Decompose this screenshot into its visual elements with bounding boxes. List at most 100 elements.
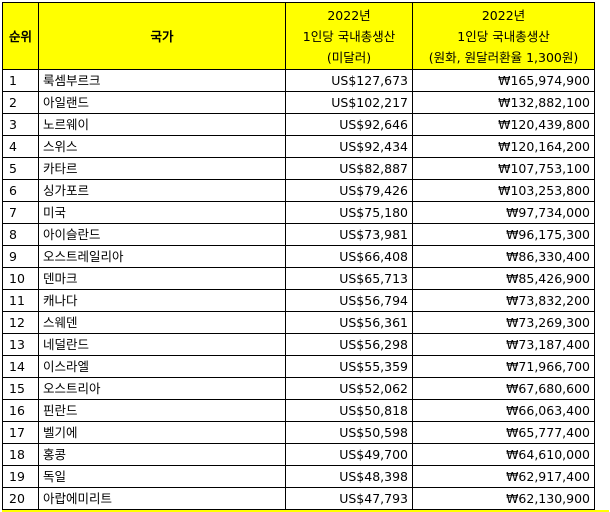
usd-cell[interactable]: US$127,673	[285, 69, 413, 92]
country-cell[interactable]: 오스트리아	[38, 377, 286, 400]
krw-cell[interactable]: ₩96,175,300	[412, 223, 595, 246]
country-cell[interactable]: 카타르	[38, 157, 286, 180]
rank-cell[interactable]: 16	[2, 399, 39, 422]
table-row: 14 이스라엘 US$55,359 ₩71,966,700	[2, 355, 595, 378]
rank-cell[interactable]: 19	[2, 465, 39, 488]
usd-cell[interactable]: US$56,361	[285, 311, 413, 334]
header-krw[interactable]: 2022년 1인당 국내총생산 (원화, 원달러환율 1,300원)	[412, 2, 595, 70]
country-cell[interactable]: 스웨덴	[38, 311, 286, 334]
rank-cell[interactable]: 6	[2, 179, 39, 202]
rank-cell[interactable]: 10	[2, 267, 39, 290]
table-row: 10 덴마크 US$65,713 ₩85,426,900	[2, 267, 595, 290]
usd-cell[interactable]: US$56,298	[285, 333, 413, 356]
country-cell[interactable]: 이스라엘	[38, 355, 286, 378]
krw-cell[interactable]: ₩73,832,200	[412, 289, 595, 312]
usd-cell[interactable]: US$55,359	[285, 355, 413, 378]
krw-cell[interactable]: ₩132,882,100	[412, 91, 595, 114]
rank-cell[interactable]: 12	[2, 311, 39, 334]
krw-cell[interactable]: ₩86,330,400	[412, 245, 595, 268]
usd-cell[interactable]: US$92,646	[285, 113, 413, 136]
usd-cell[interactable]: US$66,408	[285, 245, 413, 268]
country-cell[interactable]: 룩셈부르크	[38, 69, 286, 92]
table-row: 3 노르웨이 US$92,646 ₩120,439,800	[2, 113, 595, 136]
rank-cell[interactable]: 7	[2, 201, 39, 224]
krw-cell[interactable]: ₩85,426,900	[412, 267, 595, 290]
usd-cell[interactable]: US$73,981	[285, 223, 413, 246]
usd-cell[interactable]: US$102,217	[285, 91, 413, 114]
table-row: 13 네덜란드 US$56,298 ₩73,187,400	[2, 333, 595, 356]
header-country[interactable]: 국가	[38, 2, 286, 70]
krw-cell[interactable]: ₩65,777,400	[412, 421, 595, 444]
country-cell[interactable]: 미국	[38, 201, 286, 224]
country-cell[interactable]: 아이슬란드	[38, 223, 286, 246]
country-cell[interactable]: 벨기에	[38, 421, 286, 444]
rank-cell[interactable]: 8	[2, 223, 39, 246]
krw-cell[interactable]: ₩165,974,900	[412, 69, 595, 92]
rank-cell[interactable]: 1	[2, 69, 39, 92]
usd-cell[interactable]: US$75,180	[285, 201, 413, 224]
country-cell[interactable]: 독일	[38, 465, 286, 488]
usd-cell[interactable]: US$92,434	[285, 135, 413, 158]
header-row: 순위 국가 2022년 1인당 국내총생산 (미달러) 2022년 1인당 국내…	[2, 2, 595, 70]
country-cell[interactable]: 노르웨이	[38, 113, 286, 136]
krw-cell[interactable]: ₩120,439,800	[412, 113, 595, 136]
rank-cell[interactable]: 13	[2, 333, 39, 356]
table-row: 11 캐나다 US$56,794 ₩73,832,200	[2, 289, 595, 312]
usd-cell[interactable]: US$47,793	[285, 487, 413, 510]
krw-cell[interactable]: ₩97,734,000	[412, 201, 595, 224]
header-rank[interactable]: 순위	[2, 2, 39, 70]
header-krw-line2: 1인당 국내총생산	[457, 28, 550, 44]
rank-cell[interactable]: 4	[2, 135, 39, 158]
usd-cell[interactable]: US$79,426	[285, 179, 413, 202]
rank-cell[interactable]: 9	[2, 245, 39, 268]
country-cell[interactable]: 홍콩	[38, 443, 286, 466]
country-cell[interactable]: 오스트레일리아	[38, 245, 286, 268]
krw-cell[interactable]: ₩62,130,900	[412, 487, 595, 510]
table-row: 17 벨기에 US$50,598 ₩65,777,400	[2, 421, 595, 444]
usd-cell[interactable]: US$50,818	[285, 399, 413, 422]
country-cell[interactable]: 아랍에미리트	[38, 487, 286, 510]
rank-cell[interactable]: 3	[2, 113, 39, 136]
table-row: 5 카타르 US$82,887 ₩107,753,100	[2, 157, 595, 180]
header-usd-line3: (미달러)	[326, 49, 372, 65]
usd-cell[interactable]: US$52,062	[285, 377, 413, 400]
usd-cell[interactable]: US$48,398	[285, 465, 413, 488]
usd-cell[interactable]: US$65,713	[285, 267, 413, 290]
country-cell[interactable]: 아일랜드	[38, 91, 286, 114]
krw-cell[interactable]: ₩107,753,100	[412, 157, 595, 180]
usd-cell[interactable]: US$50,598	[285, 421, 413, 444]
country-cell[interactable]: 스위스	[38, 135, 286, 158]
table-row: 15 오스트리아 US$52,062 ₩67,680,600	[2, 377, 595, 400]
country-cell[interactable]: 덴마크	[38, 267, 286, 290]
krw-cell[interactable]: ₩66,063,400	[412, 399, 595, 422]
header-usd-line2: 1인당 국내총생산	[302, 28, 396, 44]
krw-cell[interactable]: ₩73,187,400	[412, 333, 595, 356]
table-row: 20 아랍에미리트 US$47,793 ₩62,130,900	[2, 487, 595, 510]
krw-cell[interactable]: ₩103,253,800	[412, 179, 595, 202]
rank-cell[interactable]: 11	[2, 289, 39, 312]
rank-cell[interactable]: 14	[2, 355, 39, 378]
country-cell[interactable]: 싱가포르	[38, 179, 286, 202]
next-row-strip	[2, 510, 609, 512]
table-row: 4 스위스 US$92,434 ₩120,164,200	[2, 135, 595, 158]
rank-cell[interactable]: 18	[2, 443, 39, 466]
krw-cell[interactable]: ₩120,164,200	[412, 135, 595, 158]
country-cell[interactable]: 캐나다	[38, 289, 286, 312]
rank-cell[interactable]: 2	[2, 91, 39, 114]
header-usd[interactable]: 2022년 1인당 국내총생산 (미달러)	[285, 2, 413, 70]
krw-cell[interactable]: ₩62,917,400	[412, 465, 595, 488]
krw-cell[interactable]: ₩73,269,300	[412, 311, 595, 334]
usd-cell[interactable]: US$82,887	[285, 157, 413, 180]
usd-cell[interactable]: US$49,700	[285, 443, 413, 466]
country-cell[interactable]: 핀란드	[38, 399, 286, 422]
krw-cell[interactable]: ₩71,966,700	[412, 355, 595, 378]
rank-cell[interactable]: 15	[2, 377, 39, 400]
krw-cell[interactable]: ₩64,610,000	[412, 443, 595, 466]
usd-cell[interactable]: US$56,794	[285, 289, 413, 312]
country-cell[interactable]: 네덜란드	[38, 333, 286, 356]
krw-cell[interactable]: ₩67,680,600	[412, 377, 595, 400]
rank-cell[interactable]: 17	[2, 421, 39, 444]
table-row: 8 아이슬란드 US$73,981 ₩96,175,300	[2, 223, 595, 246]
rank-cell[interactable]: 20	[2, 487, 39, 510]
rank-cell[interactable]: 5	[2, 157, 39, 180]
